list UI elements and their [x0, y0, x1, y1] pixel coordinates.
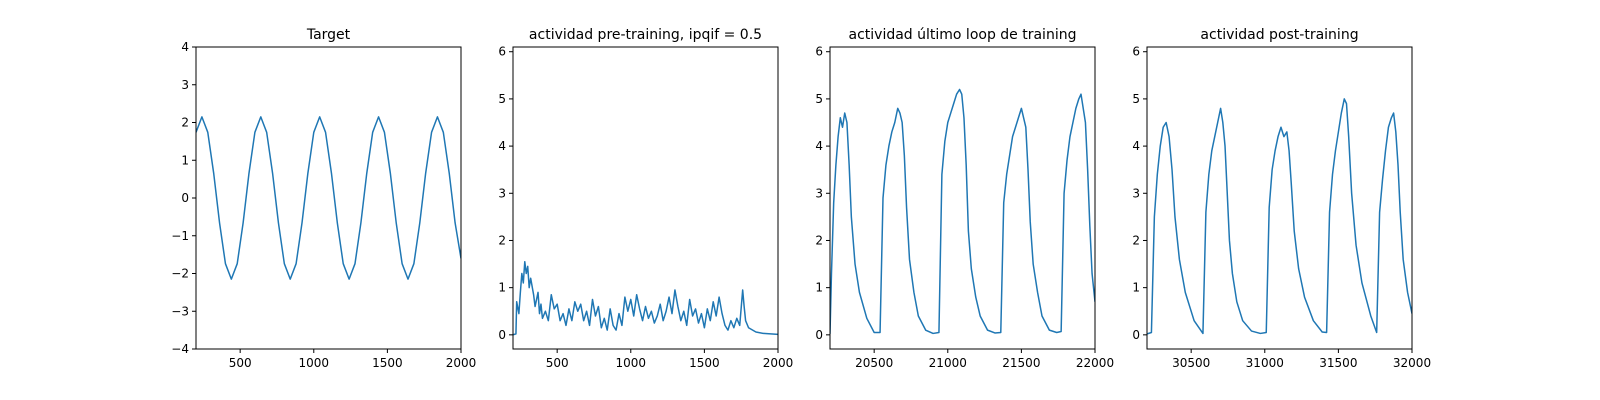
- y-tick-label: 1: [181, 153, 189, 167]
- panel-1: 500 1000 1500 2000 −4 −3 −2 −1 0 1 2 3 4 Target: [171, 27, 476, 370]
- x-tick-label: 31000: [1246, 356, 1284, 370]
- x-tick-label: 21500: [1002, 356, 1040, 370]
- y-tick-label: 4: [181, 40, 189, 54]
- y-tick-label: 3: [815, 186, 823, 200]
- y-tick-label: 1: [1132, 281, 1140, 295]
- panel-title: Target: [306, 27, 351, 43]
- x-tick-label: 32000: [1393, 356, 1431, 370]
- series-line-1: [1147, 98, 1412, 335]
- panel-title: actividad último loop de training: [849, 27, 1077, 43]
- y-tick-label: 0: [498, 328, 506, 342]
- y-tick-label: 4: [1132, 139, 1140, 153]
- x-tick-label: 30500: [1172, 356, 1210, 370]
- y-tick-label: 6: [1132, 45, 1140, 59]
- y-tick-label: 6: [498, 45, 506, 59]
- y-tick-label: 3: [1132, 186, 1140, 200]
- y-tick-label: 5: [815, 92, 823, 106]
- x-tick-label: 1000: [299, 356, 330, 370]
- panel-2: 500 1000 1500 2000 0 1 2 3 4 5 6 actividad pre-trai…: [498, 27, 793, 370]
- y-tick-label: 2: [815, 233, 823, 247]
- x-tick-label: 20500: [855, 356, 893, 370]
- series-line-1: [196, 116, 461, 280]
- x-tick-label: 21000: [929, 356, 967, 370]
- axes-frame: [512, 46, 779, 350]
- axes-frame: [829, 46, 1096, 350]
- axes-frame: [195, 46, 462, 350]
- y-tick-label: −1: [171, 229, 189, 243]
- y-tick-label: 5: [498, 92, 506, 106]
- x-tick-label: 2000: [446, 356, 477, 370]
- x-tick-label: 31500: [1319, 356, 1357, 370]
- panel-title: actividad post-training: [1200, 27, 1358, 43]
- y-tick-label: −3: [171, 304, 189, 318]
- x-tick-label: 1500: [372, 356, 403, 370]
- series-line-1: [830, 88, 1095, 335]
- y-tick-label: 1: [815, 281, 823, 295]
- panel-3: 20500 21000 21500 22000 0 1 2 3 4 5 6 actividad últ…: [815, 27, 1114, 370]
- y-tick-label: 2: [181, 116, 189, 130]
- y-tick-label: 0: [181, 191, 189, 205]
- y-tick-label: 1: [498, 281, 506, 295]
- x-tick-label: 500: [229, 356, 252, 370]
- y-tick-label: 0: [1132, 328, 1140, 342]
- y-tick-label: 6: [815, 45, 823, 59]
- y-tick-label: −4: [171, 342, 189, 356]
- y-tick-label: 4: [815, 139, 823, 153]
- y-tick-label: 0: [815, 328, 823, 342]
- y-tick-label: 3: [181, 78, 189, 92]
- y-tick-label: 2: [498, 233, 506, 247]
- series-line-1: [513, 260, 778, 336]
- y-tick-label: 2: [1132, 233, 1140, 247]
- axes-frame: [1146, 46, 1413, 350]
- y-tick-label: 5: [1132, 92, 1140, 106]
- x-tick-label: 22000: [1076, 356, 1114, 370]
- x-tick-label: 500: [546, 356, 569, 370]
- panel-title: actividad pre-training, ipqif = 0.5: [529, 27, 762, 43]
- x-tick-label: 1000: [616, 356, 647, 370]
- panel-4: 30500 31000 31500 32000 0 1 2 3 4 5 6 actividad pos…: [1132, 27, 1431, 370]
- y-tick-label: −2: [171, 267, 189, 281]
- x-tick-label: 2000: [763, 356, 794, 370]
- x-tick-label: 1500: [689, 356, 720, 370]
- y-tick-label: 4: [498, 139, 506, 153]
- y-tick-label: 3: [498, 186, 506, 200]
